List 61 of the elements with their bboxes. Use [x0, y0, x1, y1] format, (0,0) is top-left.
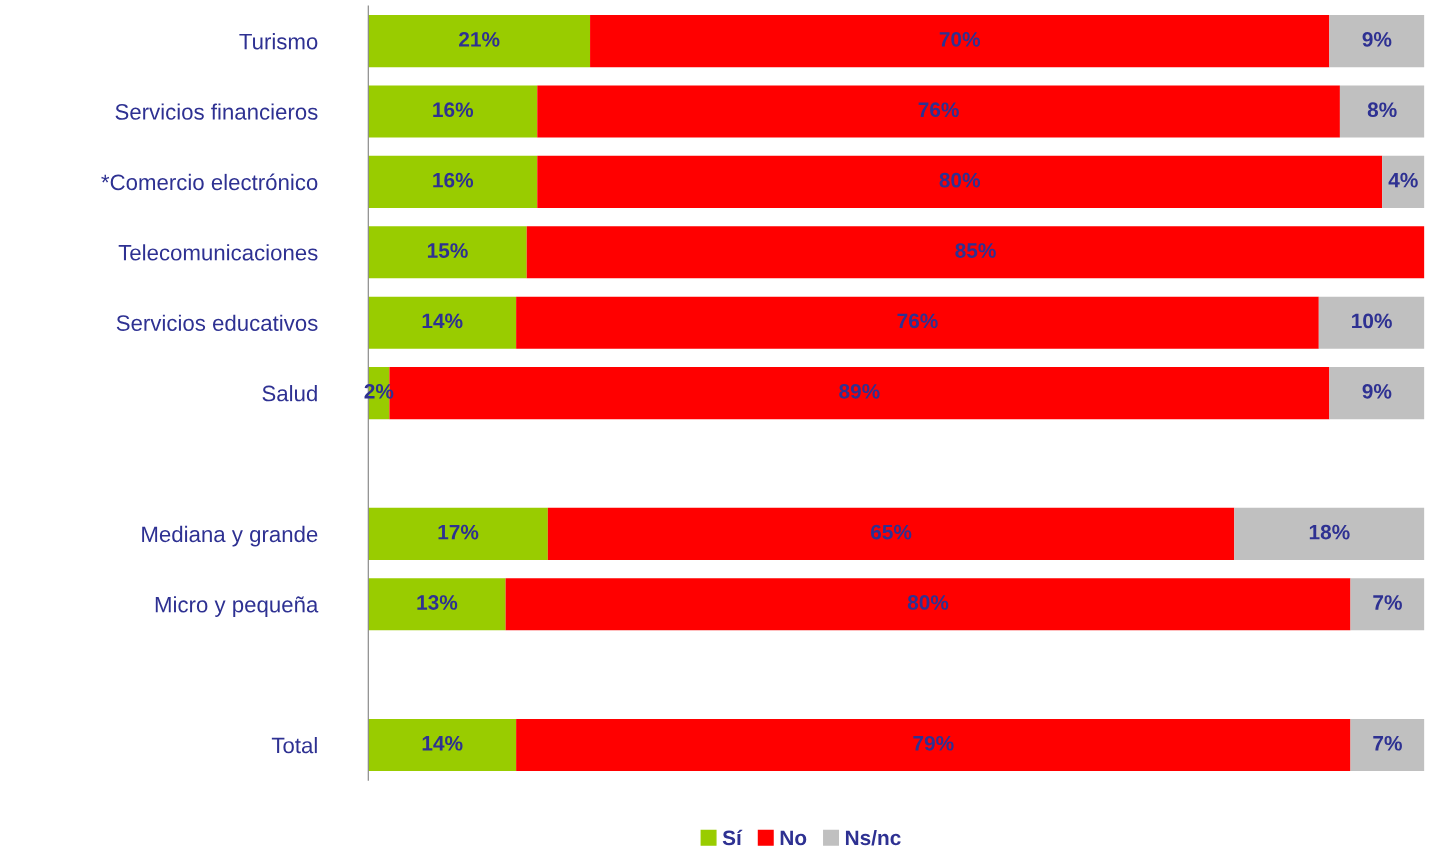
y-tick-label: Total — [271, 736, 317, 754]
bar — [516, 718, 1351, 772]
bar — [1329, 15, 1425, 68]
data-label: 16% — [433, 172, 474, 188]
data-label: 8% — [1367, 102, 1397, 118]
bar — [590, 15, 1330, 68]
data-label: 85% — [955, 243, 996, 258]
y-tick-label: Telecomunicaciones — [118, 244, 318, 261]
legend-label: No — [780, 830, 807, 846]
y-tick-label: Servicios educativos — [116, 314, 318, 331]
bar — [1339, 85, 1425, 138]
bar — [368, 578, 506, 631]
bar — [1350, 718, 1425, 772]
bar — [1350, 578, 1425, 631]
data-label: 76% — [897, 313, 938, 329]
data-label: 21% — [459, 31, 500, 47]
data-label: 65% — [870, 524, 912, 540]
bar — [368, 718, 517, 772]
data-label: 9% — [1362, 31, 1392, 47]
bar — [547, 507, 1235, 560]
data-label: 15% — [427, 243, 468, 258]
y-tick-label: Mediana y grande — [142, 525, 318, 547]
data-label: 4% — [1388, 172, 1418, 188]
bar — [368, 507, 548, 560]
bar — [505, 578, 1351, 631]
data-label: 10% — [1352, 313, 1392, 329]
legend-label: Ns/nc — [845, 829, 901, 846]
data-label: 80% — [939, 172, 981, 188]
data-label: 76% — [918, 102, 959, 118]
bar — [526, 226, 1425, 279]
bar — [516, 296, 1319, 349]
bar — [368, 85, 538, 138]
bar — [537, 155, 1383, 208]
y-tick-label: *Comercio electrónico — [101, 173, 318, 191]
bar — [368, 226, 527, 279]
y-tick-label: Turismo — [239, 33, 318, 50]
y-tick-label: Salud — [262, 385, 317, 402]
legend-label: Sí — [722, 829, 743, 846]
data-label: 89% — [839, 383, 880, 399]
bar — [368, 296, 517, 349]
bar — [537, 85, 1340, 138]
data-label: 16% — [433, 102, 474, 118]
y-tick-label: Micro y pequeña — [155, 596, 319, 617]
bar — [368, 15, 591, 68]
bar — [1318, 296, 1425, 349]
data-label: 13% — [417, 595, 458, 610]
data-label: 14% — [422, 735, 463, 751]
data-label: 18% — [1309, 524, 1350, 540]
data-label: 80% — [907, 595, 949, 610]
data-label: 9% — [1362, 383, 1392, 399]
bar — [1329, 367, 1425, 420]
bar — [1234, 507, 1425, 560]
data-label: 70% — [939, 31, 981, 47]
data-label: 7% — [1373, 735, 1402, 751]
data-label: 79% — [913, 735, 954, 751]
data-label: 17% — [438, 524, 479, 540]
bar — [1382, 155, 1425, 208]
y-tick-label: Servicios financieros — [115, 103, 318, 120]
data-label: 14% — [422, 313, 463, 329]
data-label: 7% — [1373, 595, 1402, 610]
bar — [368, 155, 538, 208]
